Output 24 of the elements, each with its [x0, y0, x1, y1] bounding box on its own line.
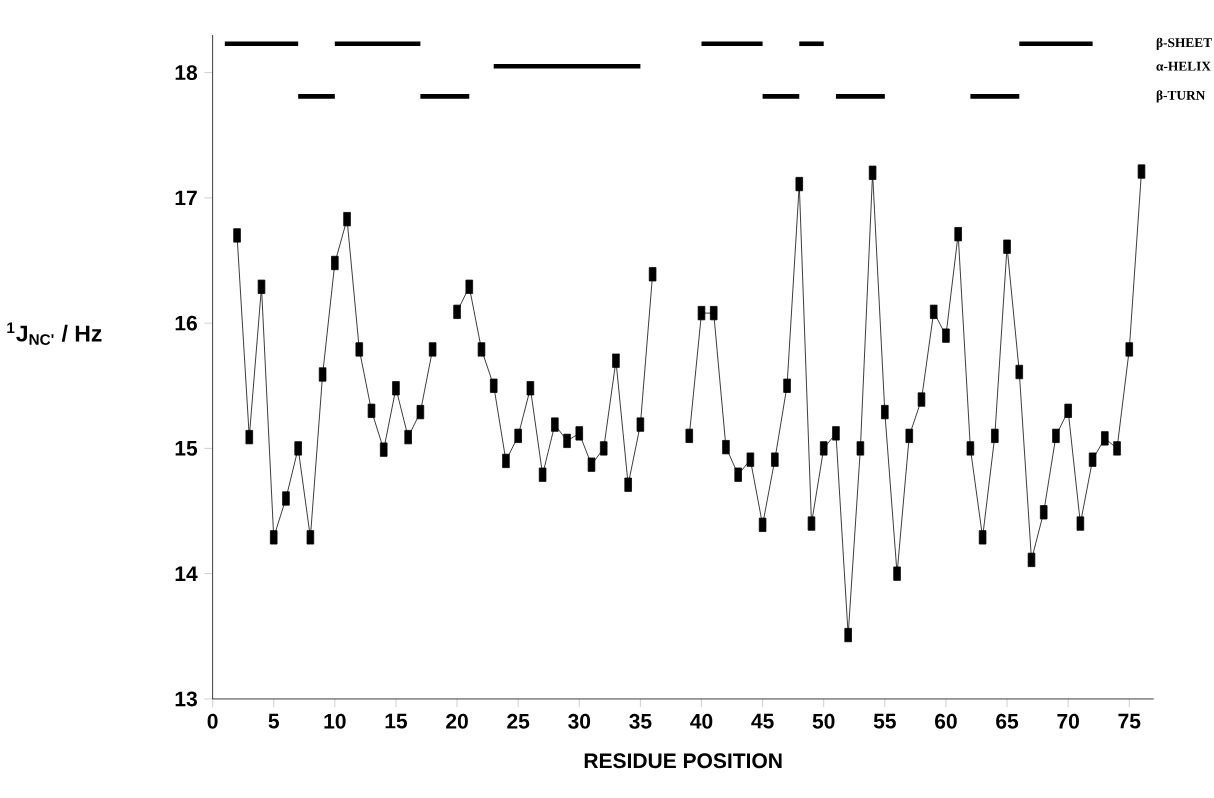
x-tick-label: 0 [207, 713, 218, 729]
x-tick-label: 15 [385, 713, 408, 729]
x-tick-label: 50 [812, 713, 835, 729]
x-tick-label: 30 [568, 713, 591, 729]
y-tick-label: 14 [175, 566, 198, 581]
y-tick-label: 17 [175, 190, 197, 205]
x-tick-label: 35 [629, 713, 652, 729]
x-tick-label: 75 [1118, 713, 1141, 729]
y-axis-title: $^{1}$J$_{NC'}$ / Hz [7, 322, 102, 345]
x-tick-label: 5 [268, 713, 279, 729]
x-tick-label: 55 [873, 713, 896, 729]
x-tick-label: 65 [996, 713, 1019, 729]
y-tick-label: 13 [175, 691, 197, 707]
x-tick-label: 20 [446, 713, 468, 729]
y-tick-label: 16 [175, 315, 197, 331]
x-tick-label: 10 [324, 713, 346, 729]
x-tick-label: 70 [1057, 713, 1079, 729]
x-tick-label: 60 [935, 713, 957, 729]
y-tick-label: 15 [175, 440, 198, 456]
x-axis-title: RESIDUE POSITION [584, 753, 782, 769]
x-tick-label: 40 [690, 713, 713, 729]
y-tick-label: 18 [175, 65, 198, 80]
x-tick-label: 25 [507, 713, 530, 729]
x-tick-label: 45 [751, 713, 774, 729]
